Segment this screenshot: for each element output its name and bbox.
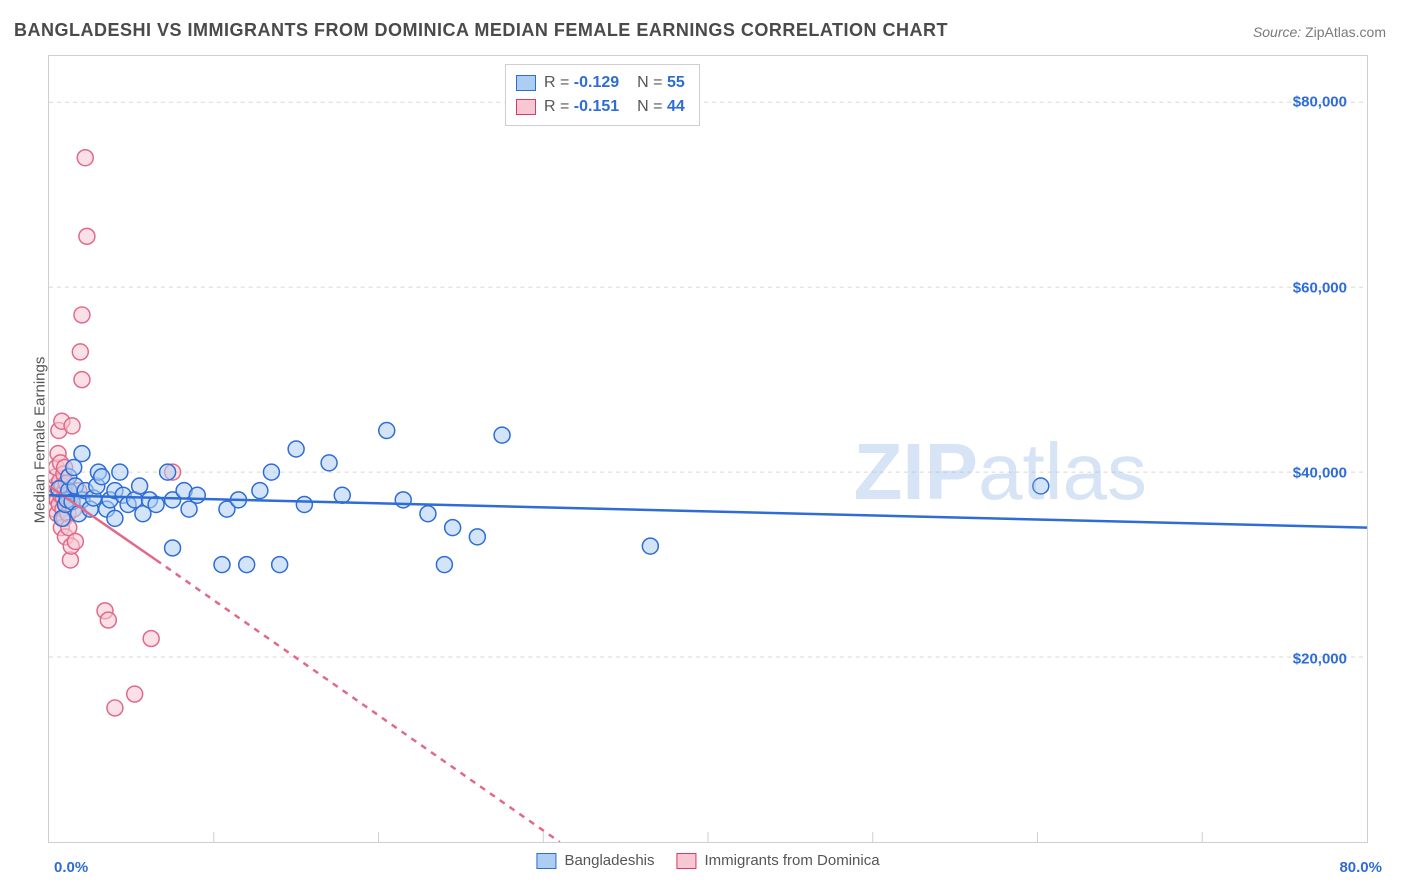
x-axis-min-label: 0.0% [54,859,88,876]
legend-item-blue: Bangladeshis [536,852,654,869]
x-axis-max-label: 80.0% [1339,859,1382,876]
correlation-legend: R = -0.129 N = 55 R = -0.151 N = 44 [505,64,700,126]
correlation-row-pink: R = -0.151 N = 44 [516,95,685,119]
scatter-plot-svg [49,56,1367,842]
n-value-pink: 44 [667,98,685,115]
n-label: N = 44 [637,98,685,116]
y-axis-label: Median Female Earnings [32,357,49,524]
source-label: Source: [1253,24,1301,40]
chart-title: BANGLADESHI VS IMMIGRANTS FROM DOMINICA … [14,20,948,41]
swatch-pink-icon [677,853,697,869]
swatch-blue-icon [536,853,556,869]
y-tick-label: $60,000 [1293,279,1347,296]
legend-item-pink: Immigrants from Dominica [677,852,880,869]
source-attribution: Source: ZipAtlas.com [1253,24,1386,40]
swatch-pink-icon [516,99,536,115]
n-value-blue: 55 [667,74,685,91]
r-value-pink: -0.151 [574,98,619,115]
r-value-blue: -0.129 [574,74,619,91]
source-value: ZipAtlas.com [1305,24,1386,40]
plot-area: R = -0.129 N = 55 R = -0.151 N = 44 ZIPa… [48,55,1368,843]
correlation-row-blue: R = -0.129 N = 55 [516,71,685,95]
chart-container: BANGLADESHI VS IMMIGRANTS FROM DOMINICA … [0,0,1406,892]
y-tick-label: $20,000 [1293,650,1347,667]
y-tick-label: $40,000 [1293,465,1347,482]
r-label: R = -0.129 [544,74,619,92]
n-label: N = 55 [637,74,685,92]
y-tick-label: $80,000 [1293,94,1347,111]
swatch-blue-icon [516,75,536,91]
series-legend: Bangladeshis Immigrants from Dominica [536,852,879,869]
legend-label-blue: Bangladeshis [564,852,654,869]
r-label: R = -0.151 [544,98,619,116]
legend-label-pink: Immigrants from Dominica [705,852,880,869]
